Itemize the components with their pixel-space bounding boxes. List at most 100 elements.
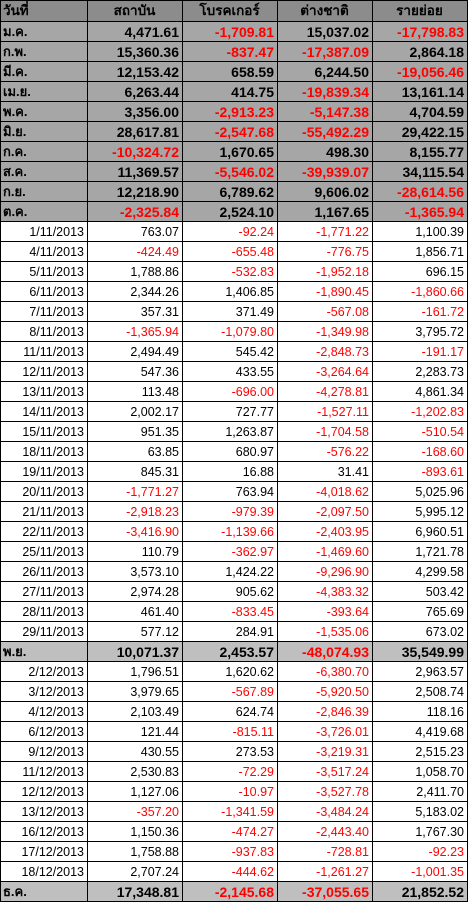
retail-cell: 21,852.52 bbox=[373, 882, 468, 902]
retail-cell: 1,100.39 bbox=[373, 222, 468, 242]
date-cell: 4/11/2013 bbox=[1, 242, 88, 262]
foreign-cell: -4,018.62 bbox=[278, 482, 373, 502]
date-cell: 6/11/2013 bbox=[1, 282, 88, 302]
institution-cell: 2,103.49 bbox=[88, 702, 183, 722]
table-row: 7/11/2013 357.31 371.49 -567.08 -161.72 bbox=[1, 302, 468, 322]
broker-cell: -5,546.02 bbox=[183, 162, 278, 182]
date-cell: ก.ย. bbox=[1, 182, 88, 202]
foreign-cell: 498.30 bbox=[278, 142, 373, 162]
broker-cell: -1,709.81 bbox=[183, 22, 278, 42]
institution-cell: 121.44 bbox=[88, 722, 183, 742]
retail-cell: 2,963.57 bbox=[373, 662, 468, 682]
date-cell: 8/11/2013 bbox=[1, 322, 88, 342]
broker-cell: 2,524.10 bbox=[183, 202, 278, 222]
table-row: 27/11/2013 2,974.28 905.62 -4,383.32 503.42 bbox=[1, 582, 468, 602]
broker-cell: -2,145.68 bbox=[183, 882, 278, 902]
foreign-cell: -39,939.07 bbox=[278, 162, 373, 182]
institution-cell: -424.49 bbox=[88, 242, 183, 262]
date-cell: 1/11/2013 bbox=[1, 222, 88, 242]
institution-cell: -2,918.23 bbox=[88, 502, 183, 522]
broker-cell: 1,670.65 bbox=[183, 142, 278, 162]
date-cell: 12/12/2013 bbox=[1, 782, 88, 802]
broker-cell: -937.83 bbox=[183, 842, 278, 862]
retail-cell: 4,419.68 bbox=[373, 722, 468, 742]
foreign-cell: -393.64 bbox=[278, 602, 373, 622]
month-summary-row: ส.ค. 11,369.57 -5,546.02 -39,939.07 34,115.5… bbox=[1, 162, 468, 182]
broker-cell: 680.97 bbox=[183, 442, 278, 462]
retail-cell: 29,422.15 bbox=[373, 122, 468, 142]
broker-cell: -2,547.68 bbox=[183, 122, 278, 142]
broker-cell: -474.27 bbox=[183, 822, 278, 842]
broker-cell: 545.42 bbox=[183, 342, 278, 362]
month-summary-row: ก.ย. 12,218.90 6,789.62 9,606.02 -28,614.56 bbox=[1, 182, 468, 202]
broker-cell: -837.47 bbox=[183, 42, 278, 62]
institution-cell: 577.12 bbox=[88, 622, 183, 642]
date-cell: 18/11/2013 bbox=[1, 442, 88, 462]
foreign-cell: -1,704.58 bbox=[278, 422, 373, 442]
table-row: 11/11/2013 2,494.49 545.42 -2,848.73 -191.17 bbox=[1, 342, 468, 362]
table-row: 18/11/2013 63.85 680.97 -576.22 -168.60 bbox=[1, 442, 468, 462]
date-cell: 15/11/2013 bbox=[1, 422, 88, 442]
retail-cell: 35,549.99 bbox=[373, 642, 468, 662]
institution-cell: -3,416.90 bbox=[88, 522, 183, 542]
date-cell: พ.ค. bbox=[1, 102, 88, 122]
broker-cell: -815.11 bbox=[183, 722, 278, 742]
date-cell: ก.ค. bbox=[1, 142, 88, 162]
retail-cell: -161.72 bbox=[373, 302, 468, 322]
institution-cell: 4,471.61 bbox=[88, 22, 183, 42]
date-cell: 2/12/2013 bbox=[1, 662, 88, 682]
retail-cell: -168.60 bbox=[373, 442, 468, 462]
broker-cell: -833.45 bbox=[183, 602, 278, 622]
broker-cell: -1,139.66 bbox=[183, 522, 278, 542]
table-row: 13/12/2013 -357.20 -1,341.59 -3,484.24 5,183… bbox=[1, 802, 468, 822]
broker-cell: -979.39 bbox=[183, 502, 278, 522]
date-cell: 26/11/2013 bbox=[1, 562, 88, 582]
retail-cell: -28,614.56 bbox=[373, 182, 468, 202]
date-cell: 19/11/2013 bbox=[1, 462, 88, 482]
institution-cell: 3,356.00 bbox=[88, 102, 183, 122]
date-cell: 9/12/2013 bbox=[1, 742, 88, 762]
broker-cell: -567.89 bbox=[183, 682, 278, 702]
retail-cell: 5,183.02 bbox=[373, 802, 468, 822]
institution-cell: 28,617.81 bbox=[88, 122, 183, 142]
retail-cell: 5,025.96 bbox=[373, 482, 468, 502]
table-row: 6/12/2013 121.44 -815.11 -3,726.01 4,419.68 bbox=[1, 722, 468, 742]
foreign-cell: -37,055.65 bbox=[278, 882, 373, 902]
table-row: 4/12/2013 2,103.49 624.74 -2,846.39 118.16 bbox=[1, 702, 468, 722]
date-cell: 18/12/2013 bbox=[1, 862, 88, 882]
retail-cell: 696.15 bbox=[373, 262, 468, 282]
foreign-cell: -1,952.18 bbox=[278, 262, 373, 282]
foreign-cell: -1,349.98 bbox=[278, 322, 373, 342]
institution-cell: 1,150.36 bbox=[88, 822, 183, 842]
foreign-cell: -3,517.24 bbox=[278, 762, 373, 782]
month-summary-row: เม.ย. 6,263.44 414.75 -19,839.34 13,161.14 bbox=[1, 82, 468, 102]
retail-cell: -17,798.83 bbox=[373, 22, 468, 42]
broker-cell: 1,263.87 bbox=[183, 422, 278, 442]
header-date: วันที่ bbox=[1, 1, 88, 22]
date-cell: 21/11/2013 bbox=[1, 502, 88, 522]
table-row: 17/12/2013 1,758.88 -937.83 -728.81 -92.23 bbox=[1, 842, 468, 862]
foreign-cell: -6,380.70 bbox=[278, 662, 373, 682]
retail-cell: 2,515.23 bbox=[373, 742, 468, 762]
institution-cell: 2,530.83 bbox=[88, 762, 183, 782]
foreign-cell: -17,387.09 bbox=[278, 42, 373, 62]
retail-cell: 4,704.59 bbox=[373, 102, 468, 122]
foreign-cell: -776.75 bbox=[278, 242, 373, 262]
broker-cell: 1,406.85 bbox=[183, 282, 278, 302]
broker-cell: -92.24 bbox=[183, 222, 278, 242]
foreign-cell: -2,846.39 bbox=[278, 702, 373, 722]
retail-cell: 6,960.51 bbox=[373, 522, 468, 542]
foreign-cell: -1,535.06 bbox=[278, 622, 373, 642]
table-row: 18/12/2013 2,707.24 -444.62 -1,261.27 -1,001… bbox=[1, 862, 468, 882]
broker-cell: 2,453.57 bbox=[183, 642, 278, 662]
broker-cell: 624.74 bbox=[183, 702, 278, 722]
table-row: 13/11/2013 113.48 -696.00 -4,278.81 4,861.34 bbox=[1, 382, 468, 402]
table-row: 8/11/2013 -1,365.94 -1,079.80 -1,349.98 3,79… bbox=[1, 322, 468, 342]
institution-cell: 3,573.10 bbox=[88, 562, 183, 582]
foreign-cell: -48,074.93 bbox=[278, 642, 373, 662]
table-row: 28/11/2013 461.40 -833.45 -393.64 765.69 bbox=[1, 602, 468, 622]
date-cell: 29/11/2013 bbox=[1, 622, 88, 642]
foreign-cell: -728.81 bbox=[278, 842, 373, 862]
institution-cell: 6,263.44 bbox=[88, 82, 183, 102]
